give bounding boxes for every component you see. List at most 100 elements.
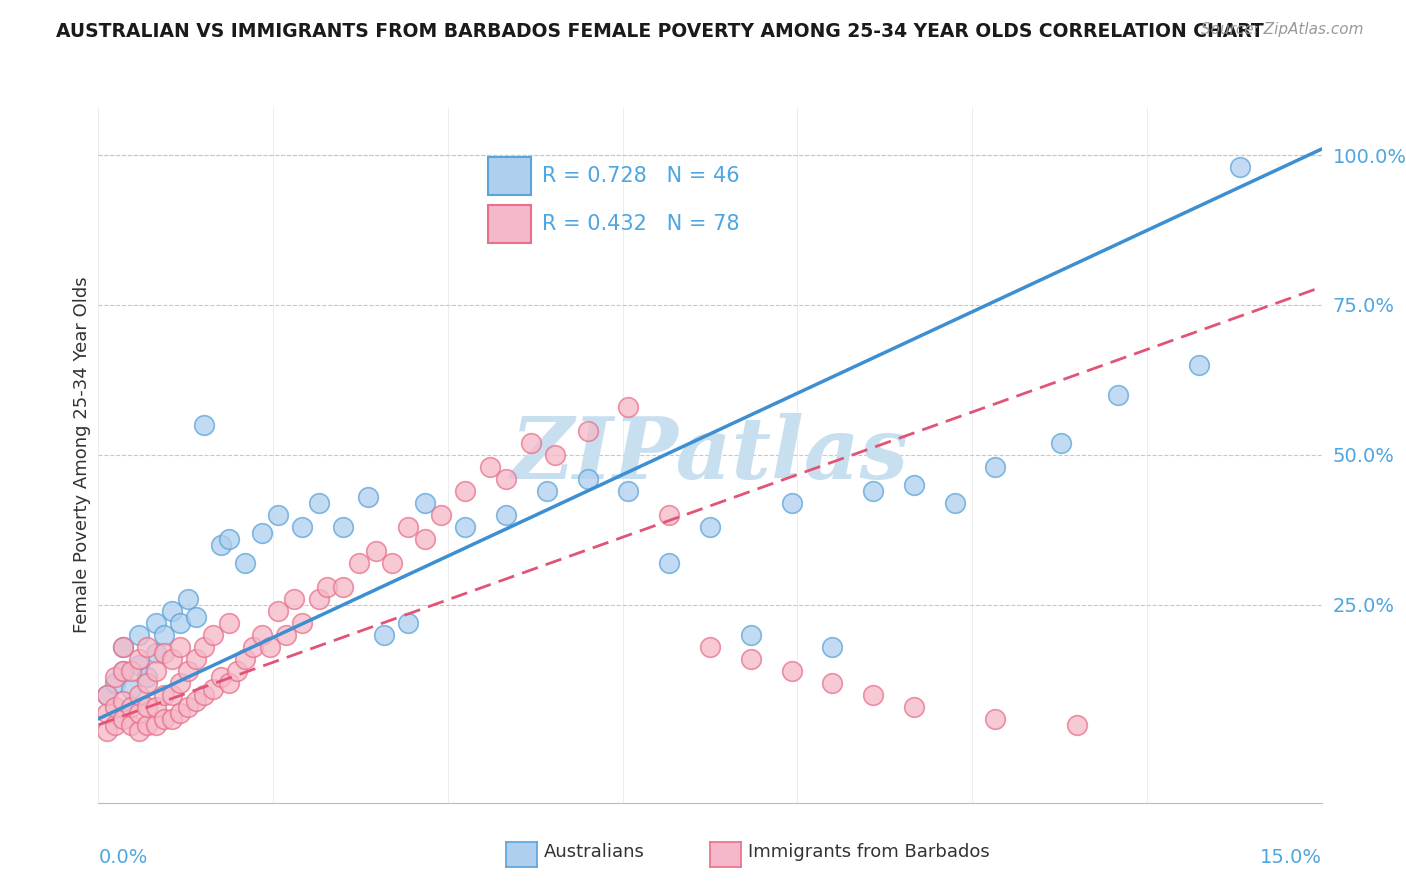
Point — [145, 664, 167, 678]
Text: 0.0%: 0.0% — [98, 848, 148, 867]
Point — [193, 688, 215, 702]
Point — [96, 723, 118, 738]
Point — [136, 670, 159, 684]
Point — [454, 520, 477, 534]
Point — [136, 676, 159, 690]
Text: R = 0.432   N = 78: R = 0.432 N = 78 — [543, 214, 740, 234]
Point — [943, 496, 966, 510]
Point — [160, 652, 183, 666]
Point — [186, 694, 208, 708]
Text: Immigrants from Barbados: Immigrants from Barbados — [748, 843, 990, 861]
Point — [291, 615, 314, 630]
Point — [373, 628, 395, 642]
Point — [128, 706, 150, 720]
Point — [111, 664, 134, 678]
Point — [104, 718, 127, 732]
Point — [186, 610, 208, 624]
Point — [413, 496, 436, 510]
Point — [104, 670, 127, 684]
Point — [617, 483, 640, 498]
Point — [267, 604, 290, 618]
Y-axis label: Female Poverty Among 25-34 Year Olds: Female Poverty Among 25-34 Year Olds — [73, 277, 91, 633]
Point — [128, 657, 150, 672]
Point — [128, 652, 150, 666]
Point — [617, 400, 640, 414]
Point — [274, 628, 297, 642]
Point — [396, 520, 419, 534]
Point — [145, 718, 167, 732]
Point — [111, 664, 134, 678]
Point — [111, 694, 134, 708]
Point — [1229, 160, 1251, 174]
Point — [120, 681, 142, 696]
Point — [658, 508, 681, 522]
Point — [1066, 718, 1088, 732]
Point — [201, 681, 224, 696]
Point — [291, 520, 314, 534]
Point — [177, 699, 200, 714]
Point — [226, 664, 249, 678]
Point — [136, 640, 159, 654]
Point — [413, 532, 436, 546]
Text: R = 0.728   N = 46: R = 0.728 N = 46 — [543, 166, 740, 186]
Point — [160, 712, 183, 726]
Point — [169, 615, 191, 630]
Point — [128, 723, 150, 738]
Point — [186, 652, 208, 666]
FancyBboxPatch shape — [488, 205, 531, 243]
Point — [111, 712, 134, 726]
Point — [193, 640, 215, 654]
Point — [658, 556, 681, 570]
Point — [1049, 436, 1071, 450]
Point — [160, 688, 183, 702]
Point — [177, 591, 200, 606]
Point — [519, 436, 541, 450]
Point — [259, 640, 281, 654]
Point — [780, 496, 803, 510]
Point — [862, 688, 884, 702]
Point — [152, 628, 174, 642]
Point — [332, 580, 354, 594]
FancyBboxPatch shape — [488, 157, 531, 194]
Point — [169, 640, 191, 654]
Point — [218, 532, 240, 546]
Point — [250, 628, 273, 642]
Point — [169, 676, 191, 690]
Point — [740, 628, 762, 642]
Point — [209, 538, 232, 552]
Point — [136, 699, 159, 714]
Point — [315, 580, 337, 594]
Text: AUSTRALIAN VS IMMIGRANTS FROM BARBADOS FEMALE POVERTY AMONG 25-34 YEAR OLDS CORR: AUSTRALIAN VS IMMIGRANTS FROM BARBADOS F… — [56, 22, 1264, 41]
Point — [349, 556, 371, 570]
Point — [218, 676, 240, 690]
Point — [160, 604, 183, 618]
Point — [267, 508, 290, 522]
Point — [242, 640, 264, 654]
Point — [152, 688, 174, 702]
Point — [903, 699, 925, 714]
Point — [356, 490, 378, 504]
Point — [1107, 388, 1129, 402]
Point — [120, 664, 142, 678]
Point — [984, 459, 1007, 474]
Point — [169, 706, 191, 720]
Point — [104, 699, 127, 714]
Point — [145, 646, 167, 660]
Point — [862, 483, 884, 498]
Point — [740, 652, 762, 666]
Point — [536, 483, 558, 498]
Text: Source: ZipAtlas.com: Source: ZipAtlas.com — [1201, 22, 1364, 37]
Point — [454, 483, 477, 498]
Point — [128, 628, 150, 642]
Point — [984, 712, 1007, 726]
Point — [699, 520, 721, 534]
Point — [903, 478, 925, 492]
Text: Australians: Australians — [544, 843, 645, 861]
Point — [96, 706, 118, 720]
Point — [233, 556, 256, 570]
Point — [201, 628, 224, 642]
Point — [136, 718, 159, 732]
Point — [218, 615, 240, 630]
Point — [96, 688, 118, 702]
Point — [821, 676, 844, 690]
